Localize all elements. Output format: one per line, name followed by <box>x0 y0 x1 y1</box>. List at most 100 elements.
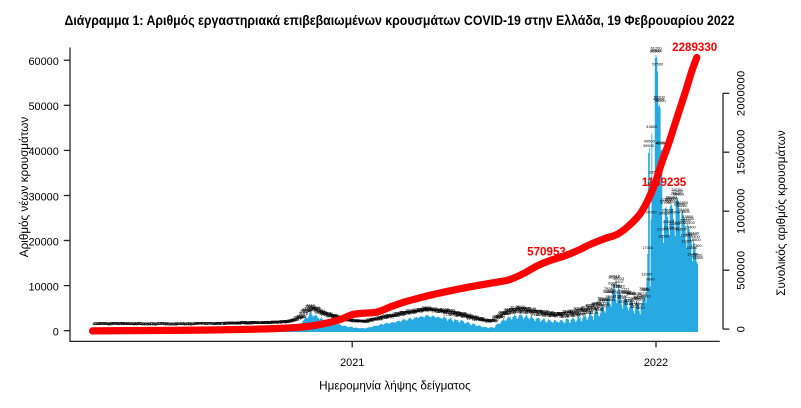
svg-text:534: 534 <box>286 319 293 324</box>
svg-text:49800: 49800 <box>653 97 665 102</box>
svg-text:815: 815 <box>290 318 297 323</box>
svg-text:5523: 5523 <box>637 296 647 301</box>
svg-text:7019: 7019 <box>622 289 632 294</box>
svg-text:762: 762 <box>368 318 375 323</box>
svg-text:570: 570 <box>285 319 292 324</box>
svg-text:25200: 25200 <box>662 208 674 213</box>
svg-text:3331: 3331 <box>429 306 439 311</box>
svg-text:1852: 1852 <box>455 313 465 318</box>
svg-text:167: 167 <box>229 320 236 325</box>
svg-text:2881: 2881 <box>503 308 513 313</box>
svg-text:1774: 1774 <box>391 313 401 318</box>
svg-text:590: 590 <box>287 318 294 323</box>
svg-text:2839: 2839 <box>441 308 451 313</box>
svg-text:276: 276 <box>264 320 271 325</box>
svg-text:3368: 3368 <box>423 306 433 311</box>
svg-text:1941: 1941 <box>572 312 582 317</box>
svg-text:3450: 3450 <box>311 305 321 310</box>
svg-text:61200: 61200 <box>650 45 662 50</box>
svg-text:20: 20 <box>181 321 186 326</box>
svg-text:5460: 5460 <box>632 296 642 301</box>
svg-text:2831: 2831 <box>314 309 324 314</box>
svg-text:2397: 2397 <box>457 311 467 316</box>
svg-text:541: 541 <box>283 319 290 324</box>
svg-text:2507: 2507 <box>450 309 460 314</box>
svg-text:1848: 1848 <box>326 313 336 318</box>
svg-text:3963: 3963 <box>307 303 317 308</box>
svg-text:39: 39 <box>104 321 109 326</box>
svg-text:26200: 26200 <box>676 203 688 208</box>
svg-text:53: 53 <box>124 321 129 326</box>
svg-text:3371: 3371 <box>428 306 438 311</box>
svg-text:1591: 1591 <box>495 314 505 319</box>
svg-text:2458: 2458 <box>537 310 547 315</box>
svg-text:3301: 3301 <box>304 306 314 311</box>
svg-text:1128: 1128 <box>372 316 381 321</box>
svg-text:1568: 1568 <box>295 314 305 319</box>
svg-text:2171: 2171 <box>394 311 404 316</box>
svg-text:5115: 5115 <box>623 298 632 303</box>
svg-text:1148: 1148 <box>473 316 482 321</box>
svg-text:4494: 4494 <box>624 301 634 306</box>
svg-text:21: 21 <box>149 321 154 326</box>
svg-text:2745: 2745 <box>437 309 447 314</box>
svg-text:3092: 3092 <box>433 307 443 312</box>
svg-text:3269: 3269 <box>511 307 521 312</box>
svg-text:Αριθμός νέων κρουσμάτων: Αριθμός νέων κρουσμάτων <box>18 117 31 258</box>
svg-text:2665: 2665 <box>318 309 328 314</box>
svg-text:899: 899 <box>346 317 353 322</box>
svg-text:2124: 2124 <box>393 311 403 316</box>
svg-text:19: 19 <box>162 321 167 326</box>
svg-text:2575: 2575 <box>399 310 409 315</box>
svg-text:259: 259 <box>243 320 250 325</box>
svg-text:345: 345 <box>267 320 274 325</box>
svg-text:73: 73 <box>210 321 215 326</box>
svg-text:595: 595 <box>358 318 365 323</box>
svg-text:2447: 2447 <box>442 310 452 315</box>
svg-text:208: 208 <box>234 320 241 325</box>
svg-text:38: 38 <box>132 321 137 326</box>
svg-text:2872: 2872 <box>534 309 544 314</box>
svg-text:2289330: 2289330 <box>672 41 717 54</box>
svg-text:2516: 2516 <box>408 310 418 315</box>
svg-text:786: 786 <box>365 317 372 322</box>
svg-text:128: 128 <box>222 321 229 326</box>
svg-text:23300: 23300 <box>683 216 695 221</box>
svg-text:7535: 7535 <box>641 287 651 292</box>
svg-text:215: 215 <box>231 320 238 325</box>
svg-text:2936: 2936 <box>420 308 430 313</box>
svg-text:20: 20 <box>153 321 158 326</box>
svg-text:127: 127 <box>223 321 230 326</box>
svg-text:277: 277 <box>250 320 257 325</box>
svg-text:2438: 2438 <box>564 310 574 315</box>
svg-text:2560: 2560 <box>451 309 461 314</box>
svg-text:1960: 1960 <box>547 313 557 318</box>
svg-text:579: 579 <box>355 319 362 324</box>
svg-text:2591: 2591 <box>499 309 509 314</box>
svg-text:3171: 3171 <box>308 307 318 312</box>
svg-text:2402: 2402 <box>319 310 329 315</box>
svg-text:884: 884 <box>480 317 487 322</box>
svg-text:596: 596 <box>285 319 292 324</box>
svg-text:2177: 2177 <box>323 311 333 316</box>
svg-text:19800: 19800 <box>685 232 697 237</box>
svg-text:5246: 5246 <box>598 297 608 302</box>
svg-text:42: 42 <box>200 321 205 326</box>
svg-text:246: 246 <box>238 320 245 325</box>
svg-text:68: 68 <box>122 321 127 326</box>
svg-text:1923: 1923 <box>561 312 571 317</box>
svg-text:290: 290 <box>257 320 264 325</box>
svg-text:24: 24 <box>151 321 156 326</box>
svg-text:2076: 2076 <box>537 312 547 317</box>
svg-text:3123: 3123 <box>418 307 428 312</box>
svg-text:21: 21 <box>147 321 152 326</box>
svg-text:323: 323 <box>265 320 272 325</box>
svg-text:916: 916 <box>347 317 354 322</box>
svg-text:1828: 1828 <box>387 313 397 318</box>
svg-text:760: 760 <box>289 318 296 323</box>
svg-text:2094: 2094 <box>456 312 466 317</box>
svg-text:20: 20 <box>182 321 187 326</box>
svg-text:50: 50 <box>108 321 113 326</box>
svg-text:238: 238 <box>237 320 244 325</box>
svg-text:838: 838 <box>367 317 374 322</box>
